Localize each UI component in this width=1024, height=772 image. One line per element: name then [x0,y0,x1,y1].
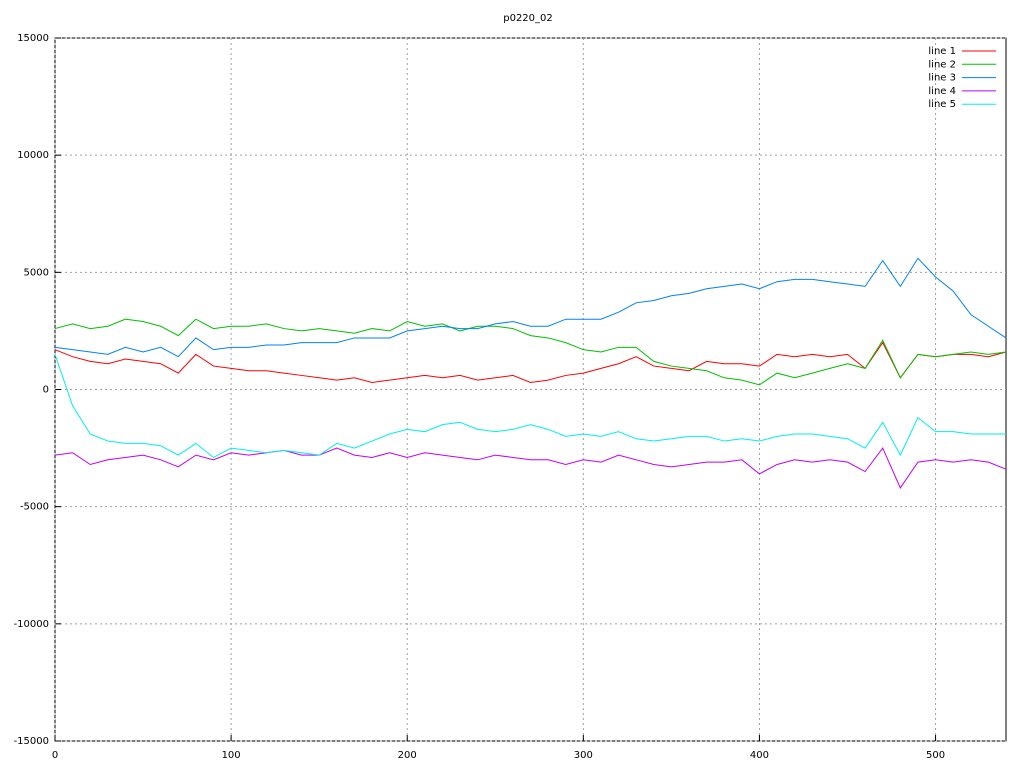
data-line [54,341,1007,383]
chart-title: p0220_02 [503,13,553,24]
x-tick-label: 0 [52,750,58,761]
y-tick-label: 5000 [24,267,49,278]
y-tick-label: -10000 [14,619,49,630]
legend-label: line 3 [928,73,956,84]
data-line [54,257,1007,358]
x-tick-label: 200 [398,750,417,761]
y-tick-label: 0 [43,385,49,396]
legend-label: line 1 [928,46,956,57]
x-tick-label: 400 [750,750,769,761]
y-tick-label: -15000 [14,736,49,747]
legend-label: line 4 [928,86,956,97]
x-tick-label: 500 [926,750,945,761]
y-tick-label: 15000 [17,33,49,44]
legend-label: line 2 [928,59,956,70]
legend-label: line 5 [928,99,956,110]
y-tick-label: 10000 [17,150,49,161]
x-tick-label: 100 [222,750,241,761]
data-line [54,354,1006,459]
data-line [54,318,1007,386]
x-tick-label: 300 [574,750,593,761]
data-line [54,447,1007,489]
y-tick-label: -5000 [20,502,49,513]
